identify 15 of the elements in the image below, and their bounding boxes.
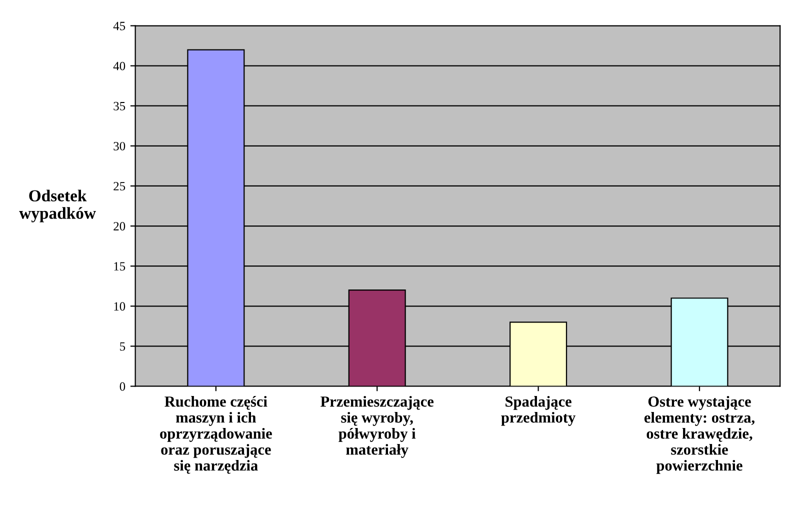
y-tick-label: 30 <box>114 142 126 150</box>
y-axis-title: Odsetek wypadków <box>19 190 96 222</box>
y-tick-label: 15 <box>114 262 126 271</box>
y-tick-label: 35 <box>114 102 126 110</box>
y-tick-label: 10 <box>114 302 126 311</box>
y-tick-label: 25 <box>114 182 126 190</box>
x-tick-label: Przemieszczające się wyroby, półwyroby i materiały <box>320 396 434 458</box>
x-tick-label: Ruchome części maszyn i ich oprzyrządowanie oraz poruszające się narzędzia <box>160 396 272 474</box>
y-tick-label: 5 <box>120 342 126 351</box>
x-tick-label: Spadające przedmioty <box>501 396 576 426</box>
y-tick-label: 45 <box>113 22 126 30</box>
y-tick-label: 20 <box>114 222 126 230</box>
y-tick-label: 40 <box>113 62 126 70</box>
x-tick-label: Ostre wystające elementy: ostrza, ostre krawędzie, szorstkie powierzchnie <box>644 396 754 474</box>
y-tick-label: 0 <box>120 382 126 391</box>
